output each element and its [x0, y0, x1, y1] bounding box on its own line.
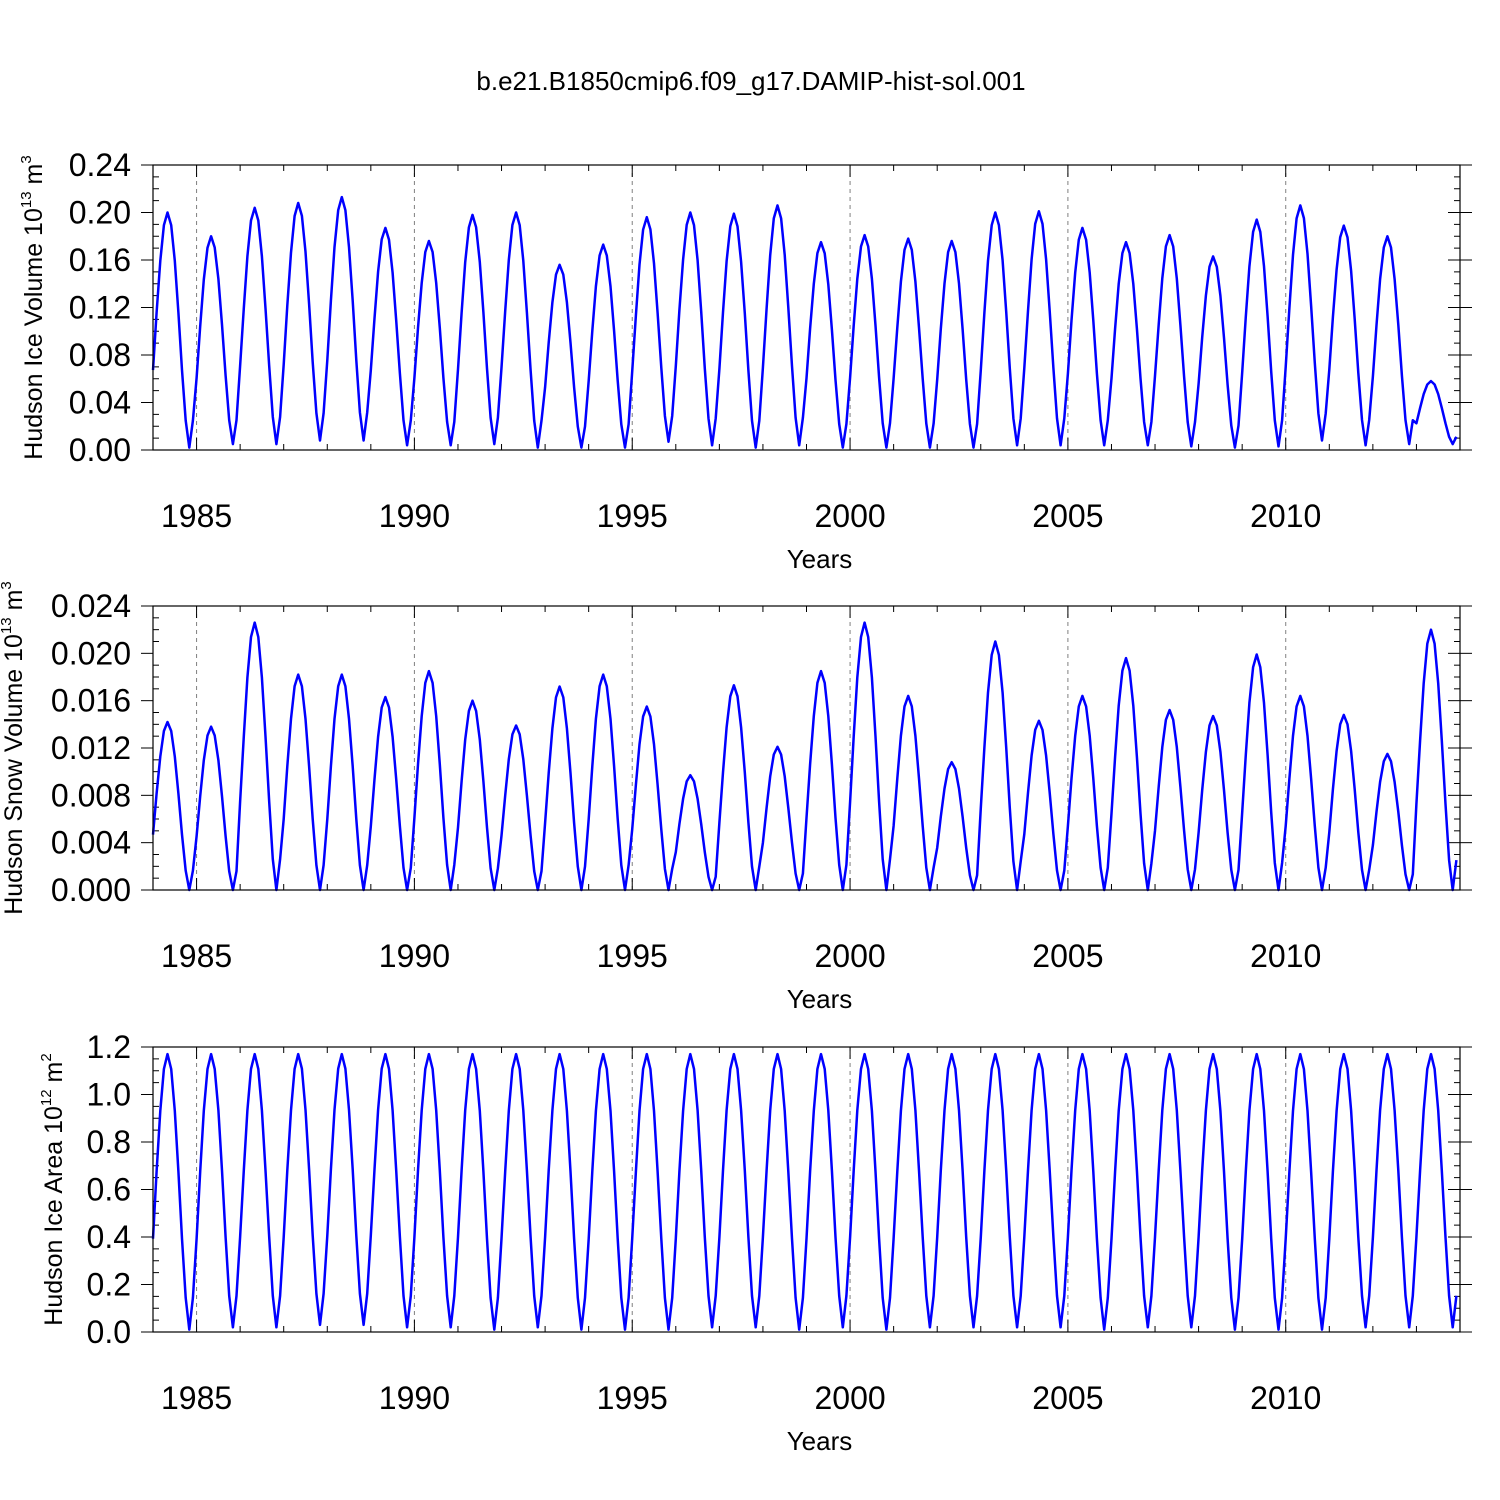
y-tick-label: 0.000 [51, 872, 131, 908]
series-line [151, 195, 1458, 449]
y-tick-label: 0.16 [69, 242, 131, 278]
y-tick-label: 0.2 [87, 1267, 131, 1303]
x-tick-label: 2005 [1032, 938, 1103, 974]
figure-title: b.e21.B1850cmip6.f09_g17.DAMIP-hist-sol.… [476, 66, 1025, 96]
x-axis-label: Years [787, 984, 853, 1014]
x-tick-label: 1995 [597, 1380, 668, 1416]
x-tick-label: 2005 [1032, 1380, 1103, 1416]
y-tick-label: 0.020 [51, 635, 131, 671]
x-tick-label: 2000 [814, 498, 885, 534]
y-tick-label: 0.00 [69, 432, 131, 468]
y-tick-label: 0.04 [69, 385, 131, 421]
y-axis-label: Hudson Snow Volume 1013 m3 [0, 581, 28, 915]
x-tick-label: 2010 [1250, 1380, 1321, 1416]
x-axis-label: Years [787, 1426, 853, 1456]
panel-2: 0.000 0.004 0.008 0.012 0.016 0.020 0.024 1985 1… [0, 581, 1472, 1014]
y-tick-label: 0.004 [51, 825, 131, 861]
y-tick-label: 0.024 [51, 588, 131, 624]
y-tick-label: 0.24 [69, 147, 131, 183]
x-tick-label: 1985 [161, 938, 232, 974]
x-tick-label: 1995 [597, 498, 668, 534]
x-tick-label: 2000 [814, 1380, 885, 1416]
y-tick-label: 0.012 [51, 730, 131, 766]
x-tick-label: 1985 [161, 1380, 232, 1416]
y-tick-label: 1.0 [87, 1077, 131, 1113]
plot-frame [152, 1046, 1461, 1333]
series-line [151, 1052, 1458, 1331]
y-tick-label: 1.2 [87, 1029, 131, 1065]
panel-3: 0.0 0.2 0.4 0.6 0.8 1.0 1.2 1985 1990 1995 2000 200… [38, 1029, 1472, 1456]
y-tick-label: 0.8 [87, 1124, 131, 1160]
x-axis-label: Years [787, 544, 853, 574]
y-tick-label: 0.6 [87, 1172, 131, 1208]
x-tick-label: 1995 [597, 938, 668, 974]
plot-frame [152, 164, 1461, 451]
y-axis-label: Hudson Ice Volume 1013 m3 [18, 155, 48, 459]
x-tick-label: 1990 [379, 1380, 450, 1416]
panel-1: 0.00 0.04 0.08 0.12 0.16 0.20 0.24 1985 1990 1995… [18, 147, 1472, 574]
y-tick-label: 0.08 [69, 337, 131, 373]
y-tick-label: 0.20 [69, 195, 131, 231]
plot-frame [152, 605, 1461, 891]
y-tick-label: 0.016 [51, 683, 131, 719]
x-tick-label: 2010 [1250, 938, 1321, 974]
y-tick-label: 0.4 [87, 1219, 131, 1255]
y-tick-label: 0.0 [87, 1314, 131, 1350]
y-axis-label: Hudson Ice Area 1012 m2 [38, 1053, 68, 1325]
x-tick-label: 1990 [379, 938, 450, 974]
y-tick-label: 0.008 [51, 777, 131, 813]
x-tick-label: 2000 [814, 938, 885, 974]
x-tick-label: 2010 [1250, 498, 1321, 534]
y-tick-label: 0.12 [69, 290, 131, 326]
x-tick-label: 2005 [1032, 498, 1103, 534]
series-line [151, 621, 1458, 892]
x-tick-label: 1985 [161, 498, 232, 534]
x-tick-label: 1990 [379, 498, 450, 534]
